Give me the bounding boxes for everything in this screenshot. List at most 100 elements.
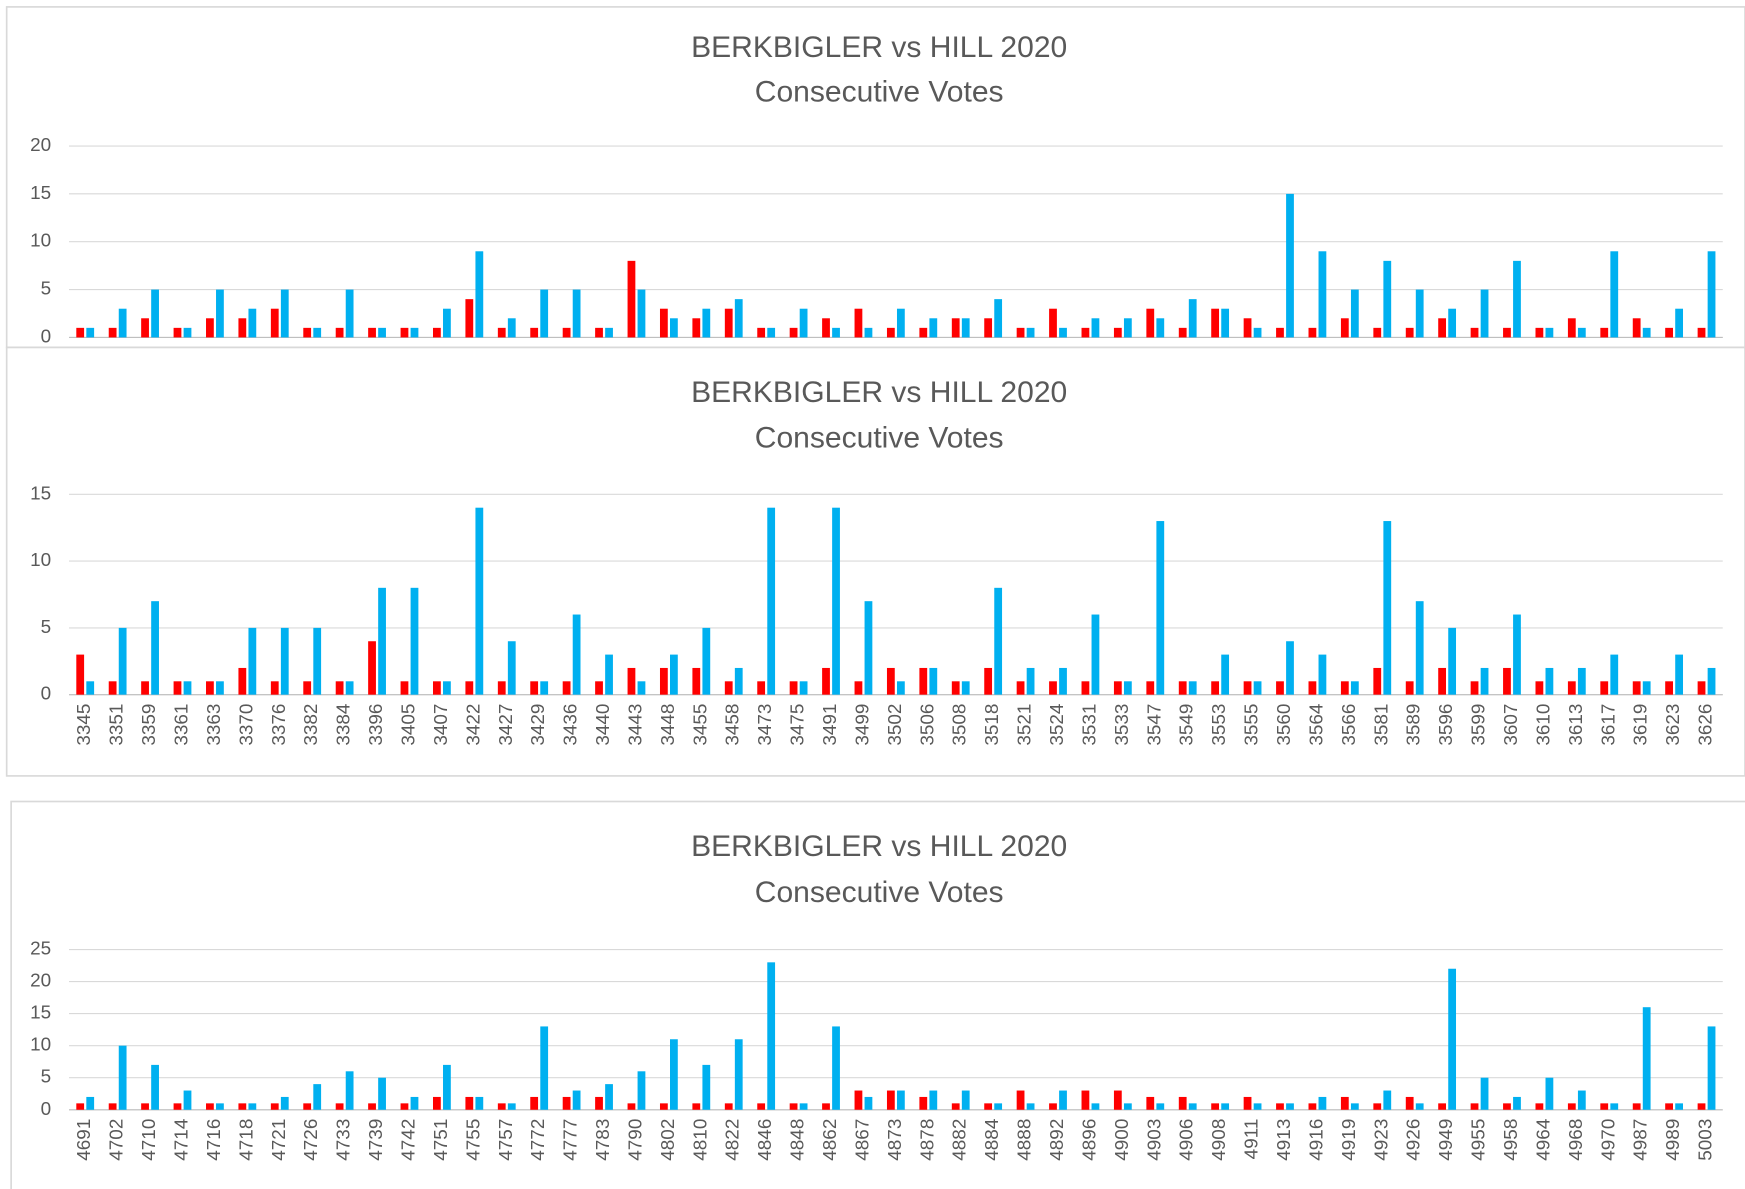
x-tick-label: 3599: [1469, 704, 1490, 746]
bar: [734, 667, 743, 695]
bar: [1350, 1103, 1359, 1110]
x-tick-label: 4878: [917, 1119, 938, 1161]
bar: [86, 1096, 95, 1110]
bar: [1697, 1103, 1706, 1110]
chart-subtitle: Consecutive Votes: [755, 422, 1004, 455]
bar: [1577, 667, 1586, 695]
bar: [1123, 318, 1132, 338]
bar: [864, 601, 873, 695]
x-tick-label: 4848: [788, 1119, 809, 1161]
bar: [757, 327, 766, 338]
x-tick-label: 4968: [1566, 1119, 1587, 1161]
x-tick-label: 3345: [74, 704, 95, 746]
x-tick-label: 3555: [1242, 704, 1263, 746]
bar: [1577, 1090, 1586, 1110]
x-tick-label: 4955: [1469, 1119, 1490, 1161]
bar: [206, 1103, 214, 1110]
bar: [595, 681, 603, 695]
bar: [1016, 1090, 1025, 1110]
x-tick-label: 4987: [1631, 1119, 1652, 1161]
bar: [669, 318, 678, 338]
bar: [1675, 654, 1684, 695]
bar: [1480, 289, 1489, 338]
x-tick-label: 4790: [625, 1119, 646, 1161]
bar: [1470, 327, 1479, 338]
x-tick-label: 3506: [917, 704, 938, 746]
x-tick-label: 3502: [885, 704, 906, 746]
bar: [400, 1103, 409, 1110]
chart-title: BERKBIGLER vs HILL 2020: [691, 376, 1067, 409]
x-tick-label: 3376: [269, 704, 290, 746]
bar: [378, 327, 386, 338]
bar: [1221, 1103, 1230, 1110]
bar: [1081, 1090, 1090, 1110]
bar: [465, 1096, 474, 1110]
bar: [1632, 1103, 1641, 1110]
x-tick-label: 3351: [107, 704, 128, 746]
bar: [692, 318, 701, 338]
bar: [1178, 1096, 1187, 1110]
x-tick-label: 3384: [334, 704, 355, 746]
bar: [270, 308, 279, 338]
x-tick-label: 3531: [1079, 704, 1100, 746]
bar: [994, 1103, 1003, 1110]
bar: [335, 1103, 344, 1110]
x-tick-label: 4757: [496, 1119, 517, 1161]
bar: [637, 681, 646, 695]
x-tick-label: 3589: [1404, 704, 1425, 746]
bar: [475, 251, 484, 338]
bar: [335, 327, 344, 338]
bar: [562, 681, 571, 695]
x-tick-label: 4755: [463, 1119, 484, 1161]
bar: [1642, 681, 1651, 695]
bar: [659, 667, 668, 695]
x-tick-label: 3405: [398, 704, 419, 746]
bar: [1535, 681, 1544, 695]
bar: [280, 627, 289, 695]
bar: [1059, 327, 1067, 338]
x-tick-label: 3508: [950, 704, 971, 746]
bar: [1081, 327, 1090, 338]
bar: [1318, 654, 1327, 695]
x-tick-label: 4802: [658, 1119, 679, 1161]
bar: [1113, 681, 1122, 695]
y-tick-label: 15: [30, 483, 51, 504]
bar: [1156, 318, 1165, 338]
bar: [799, 1103, 808, 1110]
x-tick-label: 4906: [1177, 1119, 1198, 1161]
bar: [864, 327, 873, 338]
x-tick-label: 4900: [1112, 1119, 1133, 1161]
bar: [540, 1026, 549, 1110]
bar: [443, 308, 451, 338]
bar: [368, 1103, 376, 1110]
bar: [919, 1096, 928, 1110]
bar: [1156, 1103, 1165, 1110]
x-tick-label: 4714: [171, 1119, 192, 1161]
y-tick-label: 20: [30, 135, 51, 156]
bar: [1211, 308, 1220, 338]
bar: [1276, 681, 1284, 695]
x-tick-label: 3499: [852, 704, 873, 746]
x-tick-label: 4903: [1144, 1119, 1165, 1161]
bar: [141, 1103, 149, 1110]
bar: [183, 1090, 192, 1110]
bar: [1438, 667, 1447, 695]
chart-subtitle: Consecutive Votes: [755, 876, 1004, 909]
x-tick-label: 3533: [1112, 704, 1133, 746]
bar: [76, 1103, 85, 1110]
bar: [1340, 1096, 1349, 1110]
bar: [1156, 521, 1165, 695]
bar: [1513, 1096, 1521, 1110]
bar: [1146, 1096, 1155, 1110]
bar: [173, 1103, 182, 1110]
x-tick-label: 3521: [1015, 704, 1036, 746]
bar: [1438, 1103, 1447, 1110]
bar: [206, 318, 214, 338]
bar: [1665, 327, 1673, 338]
bar: [984, 318, 993, 338]
bar: [919, 667, 928, 695]
bar: [141, 318, 149, 338]
bar: [822, 667, 830, 695]
bar: [280, 1096, 289, 1110]
bar: [1448, 968, 1457, 1110]
